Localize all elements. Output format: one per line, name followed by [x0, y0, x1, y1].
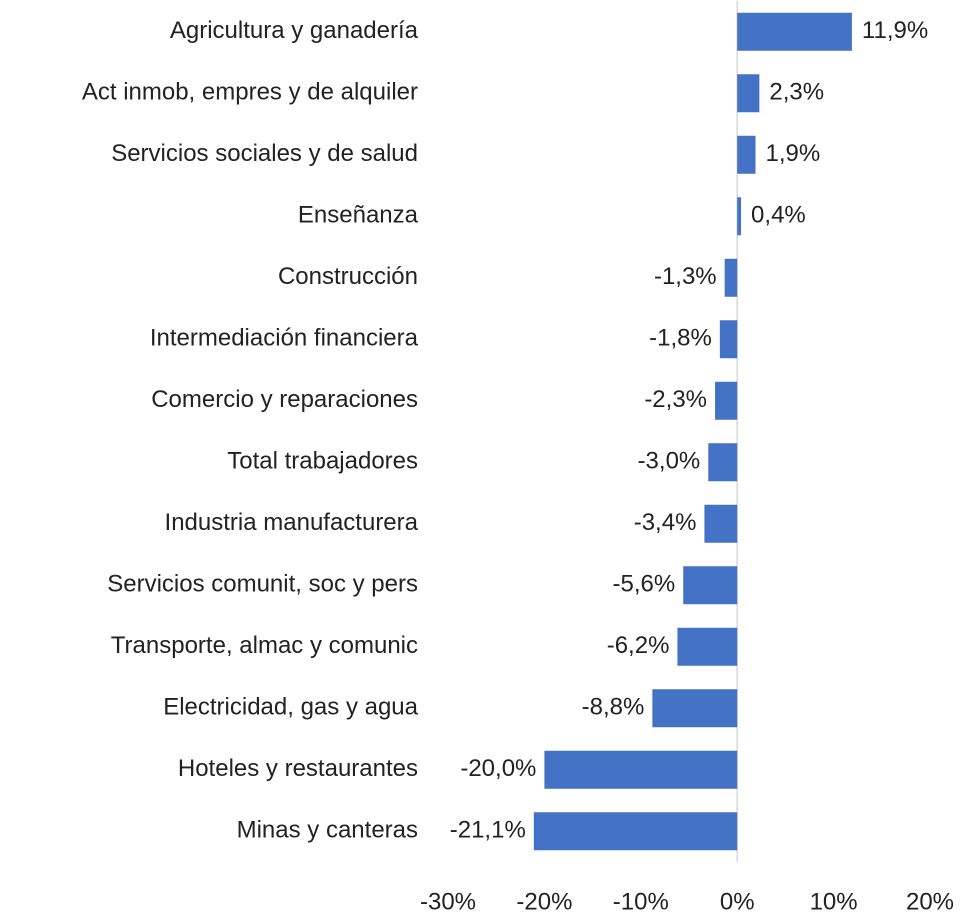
data-label: 1,9%: [766, 140, 821, 167]
y-tick-label: Industria manufacturera: [165, 509, 419, 536]
x-tick-label: 20%: [906, 888, 954, 915]
bar: [683, 566, 738, 605]
x-tick-label: 10%: [810, 888, 858, 915]
y-tick-label: Enseñanza: [298, 202, 419, 229]
bar: [724, 258, 738, 297]
bar: [677, 627, 738, 666]
bar: [533, 812, 738, 851]
data-label: -20,0%: [460, 755, 536, 782]
bar: [719, 320, 738, 359]
data-label: -1,8%: [649, 325, 712, 352]
y-tick-label: Electricidad, gas y agua: [163, 694, 418, 721]
bar: [715, 381, 738, 420]
y-tick-label: Intermediación financiera: [150, 325, 419, 352]
x-tick-label: -30%: [420, 888, 476, 915]
bar: [652, 689, 738, 728]
y-tick-label: Total trabajadores: [227, 448, 418, 475]
y-tick-label: Servicios comunit, soc y pers: [107, 571, 418, 598]
data-label: 0,4%: [751, 202, 806, 229]
x-tick-label: -20%: [516, 888, 572, 915]
data-label: 11,9%: [862, 17, 928, 44]
data-label: 2,3%: [769, 79, 824, 106]
data-label: -1,3%: [654, 263, 717, 290]
y-tick-label: Transporte, almac y comunic: [111, 632, 418, 659]
bar: [737, 197, 742, 236]
bar: [544, 750, 738, 789]
data-label: -21,1%: [450, 817, 526, 844]
data-label: -2,3%: [644, 386, 707, 413]
y-tick-label: Minas y canteras: [237, 817, 418, 844]
y-tick-label: Construcción: [278, 263, 418, 290]
bar: [737, 12, 852, 51]
y-tick-label: Agricultura y ganadería: [170, 17, 419, 44]
x-tick-label: 0%: [720, 888, 755, 915]
y-tick-label: Act inmob, empres y de alquiler: [82, 79, 418, 106]
bar: [737, 74, 760, 113]
data-label: -3,0%: [638, 448, 701, 475]
bar: [708, 443, 738, 482]
y-tick-label: Servicios sociales y de salud: [111, 140, 418, 167]
x-tick-label: -10%: [613, 888, 669, 915]
y-tick-label: Hoteles y restaurantes: [178, 755, 418, 782]
data-label: -8,8%: [582, 694, 645, 721]
data-label: -3,4%: [634, 509, 697, 536]
bar: [737, 135, 756, 174]
data-label: -6,2%: [607, 632, 670, 659]
y-tick-label: Comercio y reparaciones: [151, 386, 418, 413]
data-label: -5,6%: [613, 571, 676, 598]
bar: [704, 504, 738, 543]
